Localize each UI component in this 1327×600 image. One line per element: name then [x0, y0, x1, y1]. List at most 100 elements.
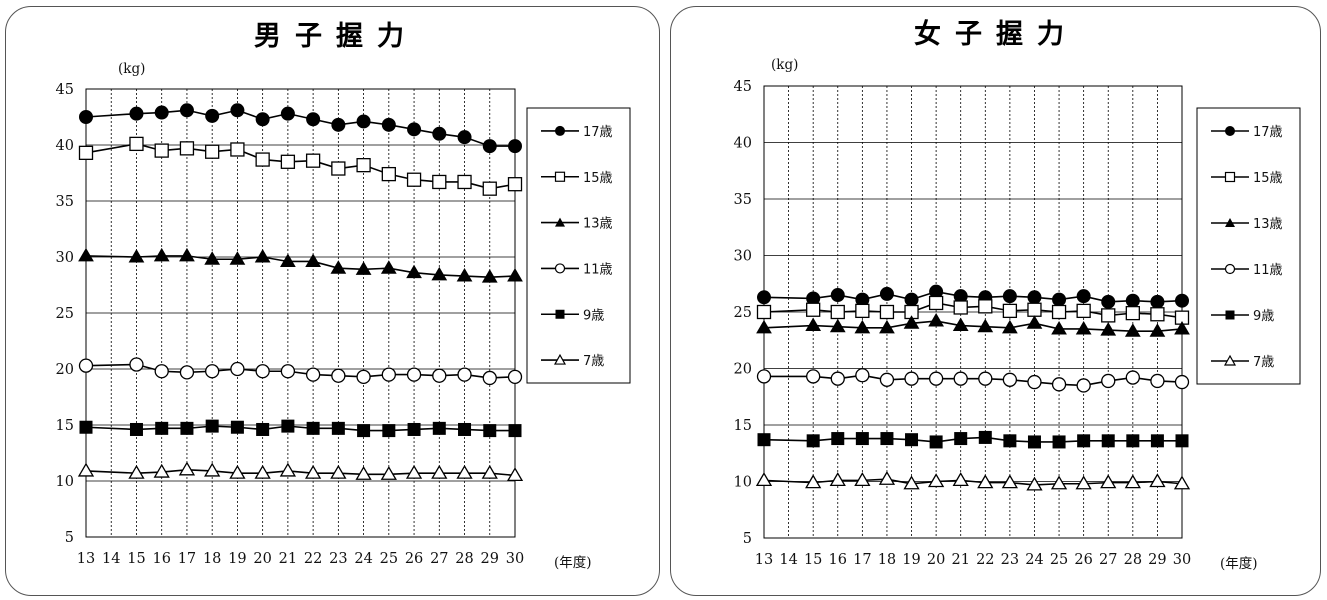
- data-point: [205, 419, 219, 433]
- data-point: [507, 177, 523, 192]
- data-point: [481, 269, 498, 283]
- data-point: [1175, 434, 1189, 448]
- data-point: [457, 367, 472, 382]
- legend: 17歳 15歳 13歳 11歳 9歳 7歳: [526, 107, 631, 384]
- x-tick-label: 25: [380, 551, 398, 567]
- data-point: [878, 470, 896, 485]
- data-point: [756, 369, 772, 384]
- chart-title: 男子握力: [254, 21, 418, 52]
- data-point: [1150, 294, 1165, 309]
- x-tick-label: 19: [902, 552, 920, 568]
- data-point: [407, 422, 421, 436]
- y-tick-label: 25: [56, 306, 74, 322]
- data-point: [432, 174, 447, 190]
- x-tick-label: 18: [878, 552, 896, 568]
- data-point: [1051, 304, 1067, 320]
- data-point: [978, 430, 992, 444]
- x-tick-label: 28: [455, 551, 473, 567]
- data-point: [357, 424, 371, 438]
- legend-marker: [555, 217, 565, 227]
- series-line: [764, 374, 1183, 387]
- series-line: [85, 255, 516, 278]
- data-point: [1027, 302, 1042, 317]
- data-point: [230, 361, 245, 377]
- x-tick-label: 21: [279, 551, 297, 567]
- data-point: [806, 434, 820, 448]
- data-point: [481, 464, 498, 479]
- y-tick-label: 35: [734, 192, 752, 208]
- data-point: [1125, 293, 1140, 308]
- data-point: [977, 318, 994, 333]
- data-point: [128, 249, 145, 263]
- data-point: [1124, 323, 1141, 337]
- x-tick-label: 14: [102, 551, 120, 567]
- legend-label: 7歳: [583, 354, 604, 369]
- x-tick-label: 15: [804, 552, 822, 568]
- data-point: [1075, 475, 1092, 490]
- data-point: [1077, 434, 1091, 448]
- legend-label: 11歳: [583, 262, 613, 277]
- data-point: [204, 251, 221, 265]
- y-tick-label: 20: [56, 362, 74, 378]
- series-3: [78, 357, 523, 386]
- data-point: [879, 286, 894, 301]
- chart-title: 女子握力: [914, 18, 1078, 50]
- data-point: [281, 419, 295, 433]
- legend-label: 15歳: [1253, 171, 1283, 186]
- data-point: [903, 475, 920, 490]
- legend-marker: [1224, 171, 1236, 183]
- data-point: [205, 364, 220, 379]
- data-point: [229, 251, 246, 265]
- data-point: [482, 139, 497, 154]
- x-tick-label: 17: [178, 551, 196, 567]
- legend-label: 13歳: [1253, 217, 1283, 232]
- data-point: [153, 463, 170, 478]
- data-point: [331, 421, 345, 435]
- data-point: [255, 152, 270, 167]
- data-point: [977, 474, 994, 489]
- data-point: [1150, 373, 1165, 389]
- data-point: [953, 300, 968, 315]
- data-point: [355, 465, 372, 480]
- data-point: [154, 143, 169, 158]
- legend-marker: [1223, 354, 1237, 366]
- x-tick-label: 29: [1148, 552, 1166, 568]
- data-point: [78, 247, 94, 262]
- data-point: [129, 357, 144, 372]
- legend-label: 17歳: [1253, 125, 1283, 140]
- data-point: [757, 433, 771, 447]
- data-point: [78, 358, 94, 373]
- series-5: [755, 470, 1191, 491]
- data-point: [77, 462, 95, 477]
- series-line: [85, 109, 515, 147]
- data-point: [954, 432, 968, 446]
- x-tick-label: 20: [253, 551, 271, 567]
- legend-marker: [555, 125, 565, 136]
- grid-lines: [764, 85, 1182, 539]
- y-tick-label: 5: [65, 530, 74, 546]
- data-point: [78, 145, 94, 160]
- data-point: [79, 110, 93, 124]
- data-point: [1173, 475, 1191, 490]
- data-point: [879, 319, 895, 334]
- data-point: [457, 130, 472, 145]
- series-1: [756, 295, 1190, 325]
- data-point: [432, 126, 447, 141]
- y-tick-label: 5: [743, 531, 752, 547]
- x-tick-label: 22: [976, 552, 994, 568]
- data-point: [806, 302, 821, 317]
- series-2: [78, 247, 523, 283]
- data-point: [506, 467, 524, 482]
- data-point: [829, 472, 846, 487]
- data-point: [255, 364, 270, 379]
- data-point: [806, 369, 821, 384]
- legend-marker: [554, 263, 566, 274]
- data-point: [155, 421, 169, 435]
- data-point: [330, 260, 347, 274]
- data-point: [1002, 289, 1017, 304]
- data-point: [458, 422, 472, 436]
- plot-area-border: [85, 88, 516, 538]
- y-tick-label: 10: [734, 475, 752, 491]
- data-point: [306, 112, 321, 127]
- x-tick-label: 26: [405, 551, 423, 567]
